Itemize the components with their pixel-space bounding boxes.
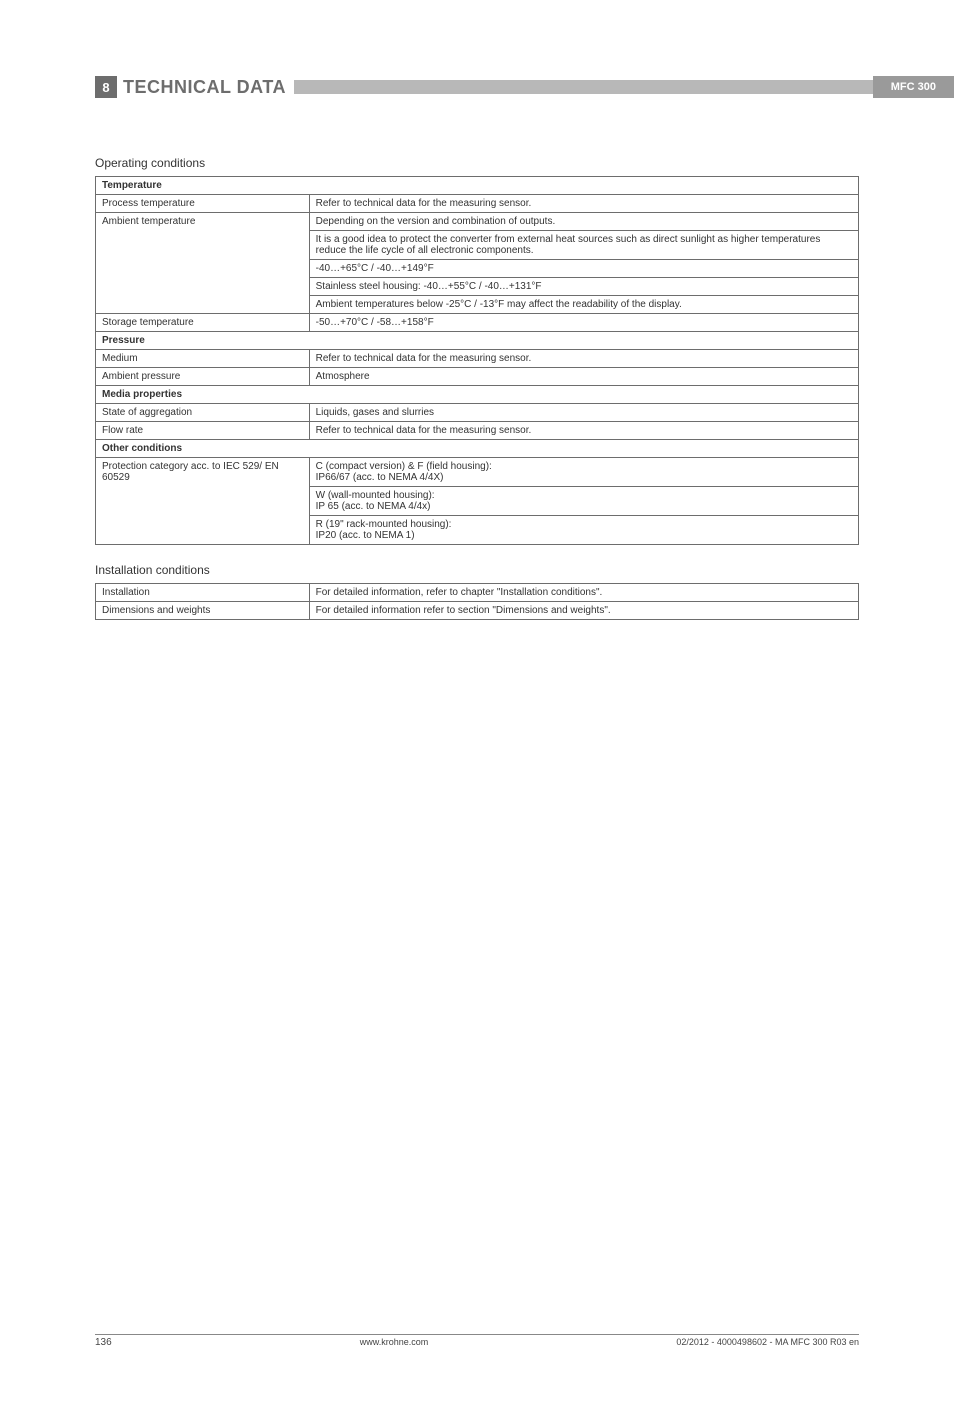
page-footer: 136 www.krohne.com 02/2012 - 4000498602 … bbox=[95, 1334, 859, 1348]
cell-label: Ambient pressure bbox=[96, 368, 310, 386]
table-row: Dimensions and weights For detailed info… bbox=[96, 602, 859, 620]
table-row: Storage temperature -50…+70°C / -58…+158… bbox=[96, 314, 859, 332]
table-row: Installation For detailed information, r… bbox=[96, 584, 859, 602]
page-title: TECHNICAL DATA bbox=[123, 77, 286, 98]
table-row: State of aggregation Liquids, gases and … bbox=[96, 404, 859, 422]
table-row: Protection category acc. to IEC 529/ EN … bbox=[96, 458, 859, 487]
cell-value: W (wall-mounted housing): IP 65 (acc. to… bbox=[309, 487, 858, 516]
table-row: Process temperature Refer to technical d… bbox=[96, 195, 859, 213]
page-number: 136 bbox=[95, 1337, 112, 1348]
installation-conditions-heading: Installation conditions bbox=[95, 563, 859, 577]
cell-value: C (compact version) & F (field housing):… bbox=[309, 458, 858, 487]
cell-label: Installation bbox=[96, 584, 310, 602]
cell-label: Medium bbox=[96, 350, 310, 368]
cell-label: Dimensions and weights bbox=[96, 602, 310, 620]
group-header-other: Other conditions bbox=[96, 440, 859, 458]
installation-conditions-table: Installation For detailed information, r… bbox=[95, 583, 859, 620]
cell-value: For detailed information refer to sectio… bbox=[309, 602, 858, 620]
group-header-media: Media properties bbox=[96, 386, 859, 404]
footer-url: www.krohne.com bbox=[360, 1337, 429, 1347]
table-row: Ambient pressure Atmosphere bbox=[96, 368, 859, 386]
cell-value: Depending on the version and combination… bbox=[309, 213, 858, 231]
group-header-pressure: Pressure bbox=[96, 332, 859, 350]
cell-value: Ambient temperatures below -25°C / -13°F… bbox=[309, 296, 858, 314]
cell-value: Liquids, gases and slurries bbox=[309, 404, 858, 422]
cell-value: -40…+65°C / -40…+149°F bbox=[309, 260, 858, 278]
cell-label: Process temperature bbox=[96, 195, 310, 213]
product-badge: MFC 300 bbox=[873, 76, 954, 98]
cell-value: It is a good idea to protect the convert… bbox=[309, 231, 858, 260]
cell-value: Refer to technical data for the measurin… bbox=[309, 195, 858, 213]
header-rule: MFC 300 bbox=[294, 80, 954, 94]
cell-value: Refer to technical data for the measurin… bbox=[309, 422, 858, 440]
table-row: Ambient temperature Depending on the ver… bbox=[96, 213, 859, 231]
cell-label: Storage temperature bbox=[96, 314, 310, 332]
cell-label: Ambient temperature bbox=[96, 213, 310, 314]
cell-value: Atmosphere bbox=[309, 368, 858, 386]
product-badge-label: MFC 300 bbox=[891, 81, 936, 93]
group-header-temperature: Temperature bbox=[96, 177, 859, 195]
cell-value: -50…+70°C / -58…+158°F bbox=[309, 314, 858, 332]
cell-label: State of aggregation bbox=[96, 404, 310, 422]
section-number: 8 bbox=[102, 80, 109, 95]
table-row: Flow rate Refer to technical data for th… bbox=[96, 422, 859, 440]
cell-value: Refer to technical data for the measurin… bbox=[309, 350, 858, 368]
table-row: Medium Refer to technical data for the m… bbox=[96, 350, 859, 368]
cell-label: Flow rate bbox=[96, 422, 310, 440]
section-number-box: 8 bbox=[95, 76, 117, 98]
footer-docref: 02/2012 - 4000498602 - MA MFC 300 R03 en bbox=[676, 1337, 859, 1347]
cell-value: R (19" rack-mounted housing): IP20 (acc.… bbox=[309, 516, 858, 545]
cell-label: Protection category acc. to IEC 529/ EN … bbox=[96, 458, 310, 545]
operating-conditions-heading: Operating conditions bbox=[95, 156, 859, 170]
cell-value: For detailed information, refer to chapt… bbox=[309, 584, 858, 602]
cell-value: Stainless steel housing: -40…+55°C / -40… bbox=[309, 278, 858, 296]
operating-conditions-table: Temperature Process temperature Refer to… bbox=[95, 176, 859, 545]
